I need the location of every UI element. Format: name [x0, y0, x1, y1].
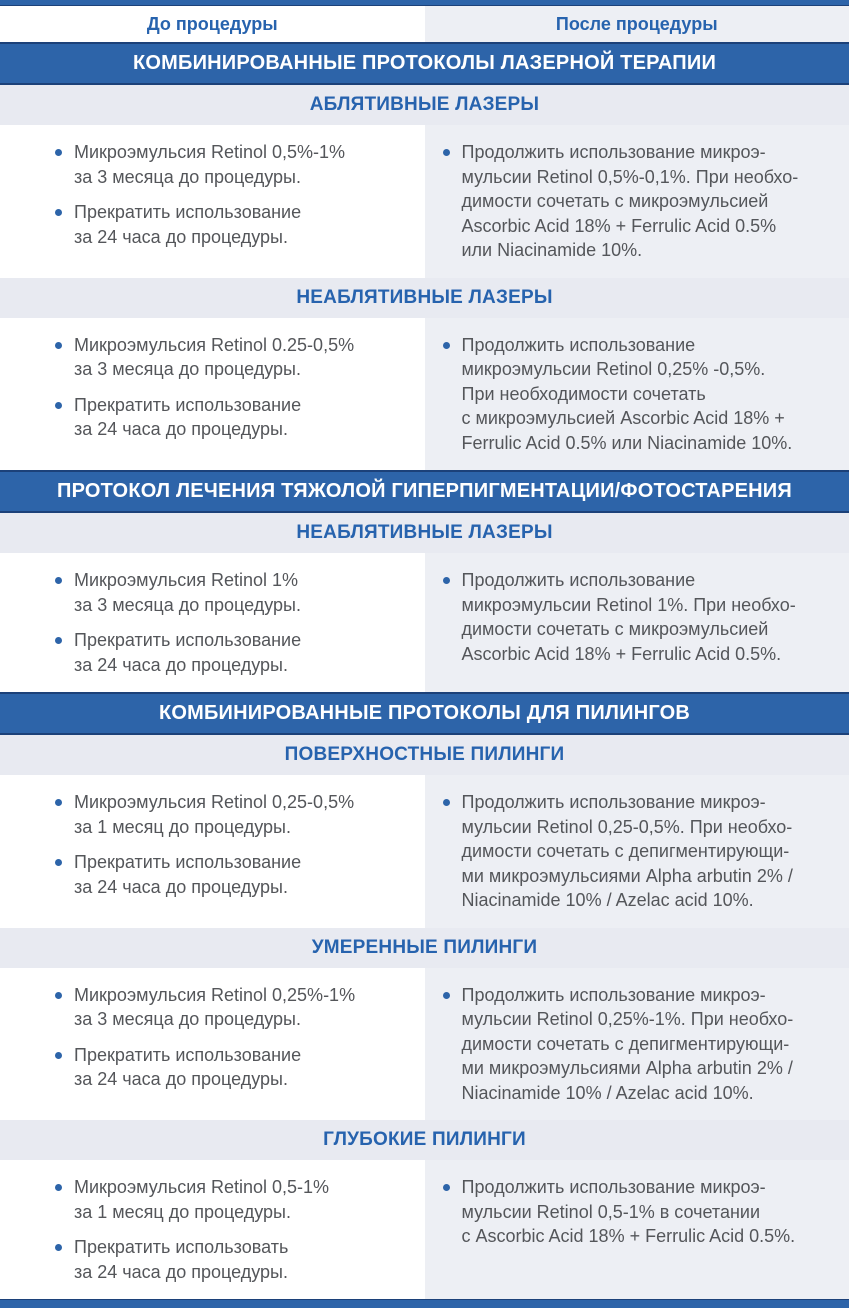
- bullet-dot-icon: [55, 209, 62, 216]
- before-cell: Микроэмульсия Retinol 0,25%-1% за 3 меся…: [0, 968, 425, 1121]
- bullet-item: Продолжить использование микроэ- мульсии…: [443, 790, 816, 913]
- bullet-item: Прекратить использование за 24 часа до п…: [55, 1043, 399, 1092]
- after-cell: Продолжить использование микроэ- мульсии…: [425, 775, 849, 928]
- bullet-dot-icon: [443, 577, 450, 584]
- content-row-superficial-peels: Микроэмульсия Retinol 0,25-0,5% за 1 мес…: [0, 775, 849, 928]
- after-cell: Продолжить использование микроэмульсии R…: [425, 553, 849, 692]
- bottom-banner-strip: [0, 1299, 849, 1308]
- bullet-item: Микроэмульсия Retinol 0,5%-1% за 3 месяц…: [55, 140, 399, 189]
- bullet-text: Продолжить использование микроэ- мульсии…: [462, 1175, 796, 1249]
- bullet-item: Микроэмульсия Retinol 0,25-0,5% за 1 мес…: [55, 790, 399, 839]
- column-header-before: До процедуры: [0, 6, 425, 42]
- subheader-deep-peels: ГЛУБОКИЕ ПИЛИНГИ: [0, 1120, 849, 1160]
- bullet-dot-icon: [443, 149, 450, 156]
- bullet-text: Микроэмульсия Retinol 0,25-0,5% за 1 мес…: [74, 790, 354, 839]
- bullet-item: Продолжить использование микроэ- мульсии…: [443, 1175, 816, 1249]
- bullet-item: Продолжить использование микроэмульсии R…: [443, 568, 816, 666]
- bullet-text: Микроэмульсия Retinol 1% за 3 месяца до …: [74, 568, 301, 617]
- section-banner-peeling-protocols: КОМБИНИРОВАННЫЕ ПРОТОКОЛЫ ДЛЯ ПИЛИНГОВ: [0, 692, 849, 735]
- content-row-nonablative-1: Микроэмульсия Retinol 0.25-0,5% за 3 мес…: [0, 318, 849, 471]
- after-cell: Продолжить использование микроэ- мульсии…: [425, 125, 849, 278]
- bullet-dot-icon: [55, 402, 62, 409]
- bullet-dot-icon: [55, 149, 62, 156]
- bullet-item: Прекратить использование за 24 часа до п…: [55, 628, 399, 677]
- bullet-item: Микроэмульсия Retinol 0.25-0,5% за 3 мес…: [55, 333, 399, 382]
- bullet-text: Прекратить использование за 24 часа до п…: [74, 1043, 301, 1092]
- before-cell: Микроэмульсия Retinol 0,5%-1% за 3 месяц…: [0, 125, 425, 278]
- bullet-dot-icon: [55, 342, 62, 349]
- bullet-text: Продолжить использование микроэ- мульсии…: [462, 983, 794, 1106]
- subheader-nonablative-lasers-1: НЕАБЛЯТИВНЫЕ ЛАЗЕРЫ: [0, 278, 849, 318]
- bullet-item: Продолжить использование микроэмульсии R…: [443, 333, 816, 456]
- bullet-dot-icon: [55, 859, 62, 866]
- bullet-item: Продолжить использование микроэ- мульсии…: [443, 983, 816, 1106]
- bullet-dot-icon: [55, 799, 62, 806]
- bullet-text: Прекратить использование за 24 часа до п…: [74, 628, 301, 677]
- section-banner-hyperpigmentation: ПРОТОКОЛ ЛЕЧЕНИЯ ТЯЖОЛОЙ ГИПЕРПИГМЕНТАЦИ…: [0, 470, 849, 513]
- bullet-text: Продолжить использование микроэ- мульсии…: [462, 790, 793, 913]
- bullet-text: Микроэмульсия Retinol 0.25-0,5% за 3 мес…: [74, 333, 354, 382]
- after-cell: Продолжить использование микроэмульсии R…: [425, 318, 849, 471]
- bullet-dot-icon: [443, 1184, 450, 1191]
- bullet-dot-icon: [443, 799, 450, 806]
- before-cell: Микроэмульсия Retinol 0.25-0,5% за 3 мес…: [0, 318, 425, 471]
- before-cell: Микроэмульсия Retinol 0,5-1% за 1 месяц …: [0, 1160, 425, 1299]
- bullet-item: Продолжить использование микроэ- мульсии…: [443, 140, 816, 263]
- after-cell: Продолжить использование микроэ- мульсии…: [425, 1160, 849, 1299]
- content-row-deep-peels: Микроэмульсия Retinol 0,5-1% за 1 месяц …: [0, 1160, 849, 1299]
- column-header-row: До процедуры После процедуры: [0, 6, 849, 42]
- subheader-superficial-peels: ПОВЕРХНОСТНЫЕ ПИЛИНГИ: [0, 735, 849, 775]
- bullet-text: Микроэмульсия Retinol 0,5%-1% за 3 месяц…: [74, 140, 345, 189]
- bullet-text: Прекратить использование за 24 часа до п…: [74, 393, 301, 442]
- content-row-ablative: Микроэмульсия Retinol 0,5%-1% за 3 месяц…: [0, 125, 849, 278]
- bullet-item: Прекратить использовать за 24 часа до пр…: [55, 1235, 399, 1284]
- subheader-moderate-peels: УМЕРЕННЫЕ ПИЛИНГИ: [0, 928, 849, 968]
- bullet-dot-icon: [55, 1244, 62, 1251]
- content-row-nonablative-2: Микроэмульсия Retinol 1% за 3 месяца до …: [0, 553, 849, 692]
- bullet-item: Прекратить использование за 24 часа до п…: [55, 200, 399, 249]
- bullet-text: Продолжить использование микроэ- мульсии…: [462, 140, 799, 263]
- content-row-moderate-peels: Микроэмульсия Retinol 0,25%-1% за 3 меся…: [0, 968, 849, 1121]
- subheader-ablative-lasers: АБЛЯТИВНЫЕ ЛАЗЕРЫ: [0, 85, 849, 125]
- bullet-dot-icon: [55, 992, 62, 999]
- subheader-nonablative-lasers-2: НЕАБЛЯТИВНЫЕ ЛАЗЕРЫ: [0, 513, 849, 553]
- bullet-dot-icon: [443, 342, 450, 349]
- bullet-item: Прекратить использование за 24 часа до п…: [55, 393, 399, 442]
- bullet-dot-icon: [55, 1184, 62, 1191]
- bullet-text: Прекратить использование за 24 часа до п…: [74, 850, 301, 899]
- bullet-text: Микроэмульсия Retinol 0,25%-1% за 3 меся…: [74, 983, 355, 1032]
- before-cell: Микроэмульсия Retinol 1% за 3 месяца до …: [0, 553, 425, 692]
- bullet-text: Продолжить использование микроэмульсии R…: [462, 568, 796, 666]
- bullet-item: Прекратить использование за 24 часа до п…: [55, 850, 399, 899]
- bullet-text: Прекратить использовать за 24 часа до пр…: [74, 1235, 288, 1284]
- bullet-item: Микроэмульсия Retinol 0,25%-1% за 3 меся…: [55, 983, 399, 1032]
- bullet-dot-icon: [55, 637, 62, 644]
- after-cell: Продолжить использование микроэ- мульсии…: [425, 968, 849, 1121]
- bullet-item: Микроэмульсия Retinol 1% за 3 месяца до …: [55, 568, 399, 617]
- bullet-text: Прекратить использование за 24 часа до п…: [74, 200, 301, 249]
- bullet-dot-icon: [55, 577, 62, 584]
- bullet-text: Продолжить использование микроэмульсии R…: [462, 333, 793, 456]
- column-header-after: После процедуры: [425, 6, 849, 42]
- bullet-dot-icon: [443, 992, 450, 999]
- before-cell: Микроэмульсия Retinol 0,25-0,5% за 1 мес…: [0, 775, 425, 928]
- section-banner-laser-protocols: КОМБИНИРОВАННЫЕ ПРОТОКОЛЫ ЛАЗЕРНОЙ ТЕРАП…: [0, 42, 849, 85]
- bullet-dot-icon: [55, 1052, 62, 1059]
